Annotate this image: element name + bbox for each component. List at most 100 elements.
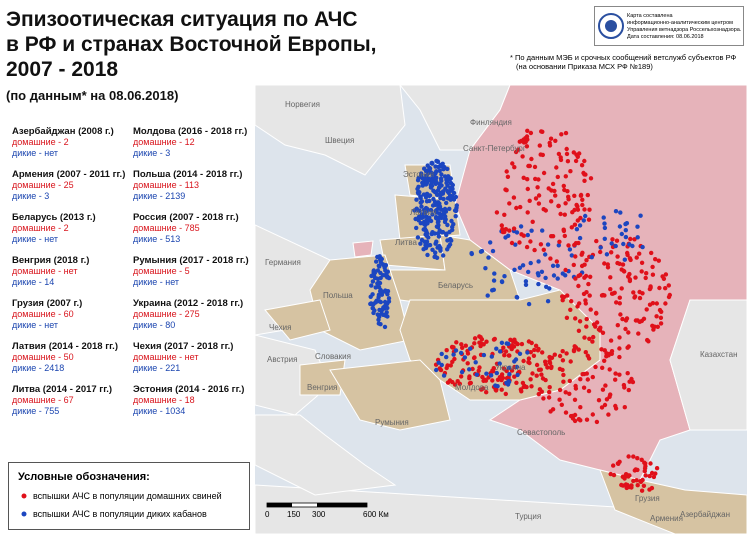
outbreak-dot [444, 365, 449, 371]
outbreak-dot [586, 388, 592, 394]
outbreak-dot [554, 165, 559, 170]
outbreak-dot [618, 312, 623, 317]
outbreak-dot [590, 412, 595, 417]
outbreak-dot [588, 176, 594, 181]
outbreaks [368, 128, 672, 493]
outbreak-dot [654, 301, 659, 306]
outbreak-dot [449, 238, 454, 243]
outbreak-dot [555, 263, 560, 268]
outbreak-dot [528, 377, 533, 382]
outbreak-dot [502, 212, 507, 217]
outbreak-dot [375, 312, 380, 317]
outbreak-dot [602, 236, 607, 241]
outbreak-dot [644, 307, 649, 312]
outbreak-dot [591, 334, 596, 340]
romania [329, 359, 451, 431]
outbreak-dot [582, 207, 587, 212]
map-label: Латвия [410, 208, 436, 217]
outbreak-dot [447, 242, 453, 247]
outbreak-dot [558, 157, 564, 163]
outbreak-dot [440, 229, 446, 235]
map-label: Эстония [403, 170, 434, 179]
country-entry: Эстония (2014 - 2016 гг.) домашние - 18 ди… [133, 384, 258, 417]
outbreak-dot [608, 338, 614, 343]
outbreak-dot [506, 379, 512, 385]
outbreak-dot [594, 419, 600, 425]
outbreak-dot [548, 136, 554, 141]
outbreak-dot [490, 368, 495, 373]
outbreak-dot [499, 387, 504, 392]
outbreak-dot [445, 166, 450, 172]
outbreak-dot [386, 296, 392, 301]
domestic-count: домашние - 60 [12, 309, 74, 319]
logo [598, 13, 624, 39]
outbreak-dot [594, 238, 599, 244]
domestic-count: домашние - 2 [12, 137, 69, 147]
outbreak-dot [639, 457, 644, 462]
outbreak-dot [611, 463, 616, 468]
outbreak-dot [448, 193, 453, 198]
outbreak-dot [576, 273, 581, 279]
outbreak-dot [590, 339, 595, 344]
outbreak-dot [602, 348, 607, 353]
outbreak-dot [452, 382, 458, 387]
outbreak-dot [558, 211, 563, 217]
outbreak-dot [503, 349, 509, 354]
outbreak-dot [584, 324, 589, 329]
outbreak-dot [607, 367, 612, 372]
outbreak-dot [624, 316, 630, 321]
outbreak-dot [584, 371, 589, 376]
outbreak-dot [536, 346, 541, 352]
outbreak-dot [385, 305, 390, 311]
outbreak-dot [449, 218, 454, 224]
domestic-count: домашние - 50 [12, 352, 74, 362]
outbreak-dot [573, 276, 578, 281]
outbreak-dot [434, 207, 439, 213]
outbreak-dot [574, 202, 579, 208]
outbreak-dot [499, 340, 505, 345]
outbreak-dot [613, 243, 618, 249]
outbreak-dot [554, 259, 559, 264]
outbreak-dot [648, 284, 653, 289]
map-label: Венгрия [307, 383, 337, 392]
outbreak-dot [561, 372, 566, 378]
outbreak-dot [536, 201, 542, 206]
footnote-line: * По данным МЭБ и срочных сообщений ветс… [510, 53, 737, 62]
title: 2007 - 2018 [6, 58, 119, 81]
outbreak-dot [424, 242, 429, 247]
outbreak-dot [574, 227, 580, 232]
outbreak-dot [585, 377, 590, 382]
map-label: Литва [395, 238, 418, 247]
map-label: Финляндия [470, 118, 512, 127]
outbreak-dot [648, 461, 653, 466]
outbreak-dot [473, 360, 478, 365]
outbreak-dot [511, 195, 517, 200]
outbreak-dot [578, 377, 583, 382]
country-entry: Россия (2007 - 2018 гг.) домашние - 785 ди… [133, 212, 258, 245]
outbreak-dot [556, 151, 562, 157]
legend-title: Условные обозначения: [18, 471, 150, 483]
wild-count: дикие - 80 [133, 320, 176, 330]
outbreak-dot [467, 376, 472, 381]
outbreak-dot [582, 275, 587, 280]
outbreak-dot [663, 286, 668, 291]
outbreak-dot [499, 223, 504, 228]
domestic-count: домашние - нет [133, 352, 199, 362]
outbreak-dot [621, 241, 626, 247]
outbreak-dot [580, 197, 585, 202]
outbreak-dot [649, 470, 655, 476]
outbreak-dot [644, 271, 649, 276]
outbreak-dot [563, 410, 569, 415]
scale-label: 150 [287, 510, 301, 519]
outbreak-dot [523, 282, 529, 287]
outbreak-dot [586, 281, 591, 287]
outbreak-dot [626, 454, 631, 459]
outbreak-dot [480, 374, 485, 380]
outbreak-dot [572, 207, 577, 213]
outbreak-dot [562, 233, 567, 239]
outbreak-dot [512, 267, 517, 272]
outbreak-dot [445, 380, 451, 385]
wild-count: дикие - 3 [12, 191, 50, 201]
outbreak-dot [559, 132, 564, 137]
